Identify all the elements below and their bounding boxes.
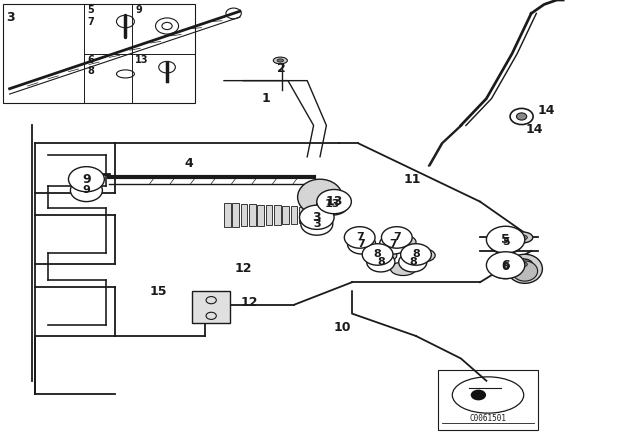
Circle shape xyxy=(344,227,375,248)
Circle shape xyxy=(471,390,486,401)
Bar xyxy=(249,204,255,226)
Bar xyxy=(266,205,272,225)
Bar xyxy=(232,203,239,227)
Text: 9: 9 xyxy=(83,185,90,195)
Ellipse shape xyxy=(510,259,532,270)
Circle shape xyxy=(380,234,408,254)
Text: 6: 6 xyxy=(501,258,510,272)
Text: 6: 6 xyxy=(87,55,94,65)
Text: 13: 13 xyxy=(325,195,343,208)
Bar xyxy=(192,291,230,323)
Text: 8: 8 xyxy=(409,257,417,267)
Ellipse shape xyxy=(512,261,538,281)
Bar xyxy=(224,203,230,228)
Text: 7: 7 xyxy=(390,239,397,249)
Ellipse shape xyxy=(516,235,527,240)
Text: 7: 7 xyxy=(87,17,94,26)
Circle shape xyxy=(68,167,104,192)
Circle shape xyxy=(317,190,351,214)
Circle shape xyxy=(362,244,393,265)
Text: 12: 12 xyxy=(234,262,252,276)
Text: 11: 11 xyxy=(404,172,422,186)
Text: 14: 14 xyxy=(538,104,555,117)
Circle shape xyxy=(488,230,523,254)
Text: 7: 7 xyxy=(393,233,401,242)
Text: 5: 5 xyxy=(501,233,510,246)
Text: 1: 1 xyxy=(261,92,270,105)
Circle shape xyxy=(516,113,527,120)
Text: 12: 12 xyxy=(241,296,259,309)
Circle shape xyxy=(348,234,376,254)
Bar xyxy=(291,206,297,224)
Text: 8: 8 xyxy=(374,250,381,259)
Ellipse shape xyxy=(510,232,532,243)
Ellipse shape xyxy=(390,235,416,249)
Text: 15: 15 xyxy=(150,284,168,298)
Circle shape xyxy=(486,252,525,279)
Text: 7: 7 xyxy=(356,233,364,242)
Circle shape xyxy=(401,244,431,265)
Text: 3: 3 xyxy=(6,11,15,24)
Text: 9: 9 xyxy=(135,5,142,15)
Ellipse shape xyxy=(277,59,284,62)
Text: 6: 6 xyxy=(502,262,509,271)
Circle shape xyxy=(317,193,349,215)
Text: 5: 5 xyxy=(502,237,509,247)
Ellipse shape xyxy=(507,254,543,284)
Text: 14: 14 xyxy=(525,123,543,137)
Text: 5: 5 xyxy=(87,5,94,15)
Text: 3: 3 xyxy=(313,219,321,229)
Ellipse shape xyxy=(371,249,397,262)
Text: 10: 10 xyxy=(333,320,351,334)
Bar xyxy=(241,203,247,227)
Circle shape xyxy=(381,227,412,248)
Text: 9: 9 xyxy=(82,172,91,186)
Bar xyxy=(257,205,264,226)
Text: 4: 4 xyxy=(184,157,193,170)
Circle shape xyxy=(367,252,395,272)
Text: C0061501: C0061501 xyxy=(470,414,506,423)
Text: 8: 8 xyxy=(412,250,420,259)
Text: 8: 8 xyxy=(87,66,94,76)
Ellipse shape xyxy=(390,262,416,276)
Text: 13: 13 xyxy=(135,55,148,65)
Circle shape xyxy=(301,213,333,235)
Circle shape xyxy=(300,205,334,229)
Text: 3: 3 xyxy=(312,211,321,224)
Ellipse shape xyxy=(298,179,342,215)
Bar xyxy=(282,206,289,224)
Text: 8: 8 xyxy=(377,257,385,267)
Circle shape xyxy=(70,179,102,202)
Circle shape xyxy=(399,252,427,272)
Text: 7: 7 xyxy=(358,239,365,249)
Ellipse shape xyxy=(273,57,287,64)
Circle shape xyxy=(488,254,523,279)
Bar xyxy=(274,205,280,225)
Text: 2: 2 xyxy=(277,61,286,75)
Ellipse shape xyxy=(516,262,527,267)
Text: 13: 13 xyxy=(325,199,340,209)
Bar xyxy=(438,370,538,430)
Ellipse shape xyxy=(410,249,435,262)
Circle shape xyxy=(486,226,525,253)
Bar xyxy=(3,4,195,103)
Bar xyxy=(299,207,305,223)
